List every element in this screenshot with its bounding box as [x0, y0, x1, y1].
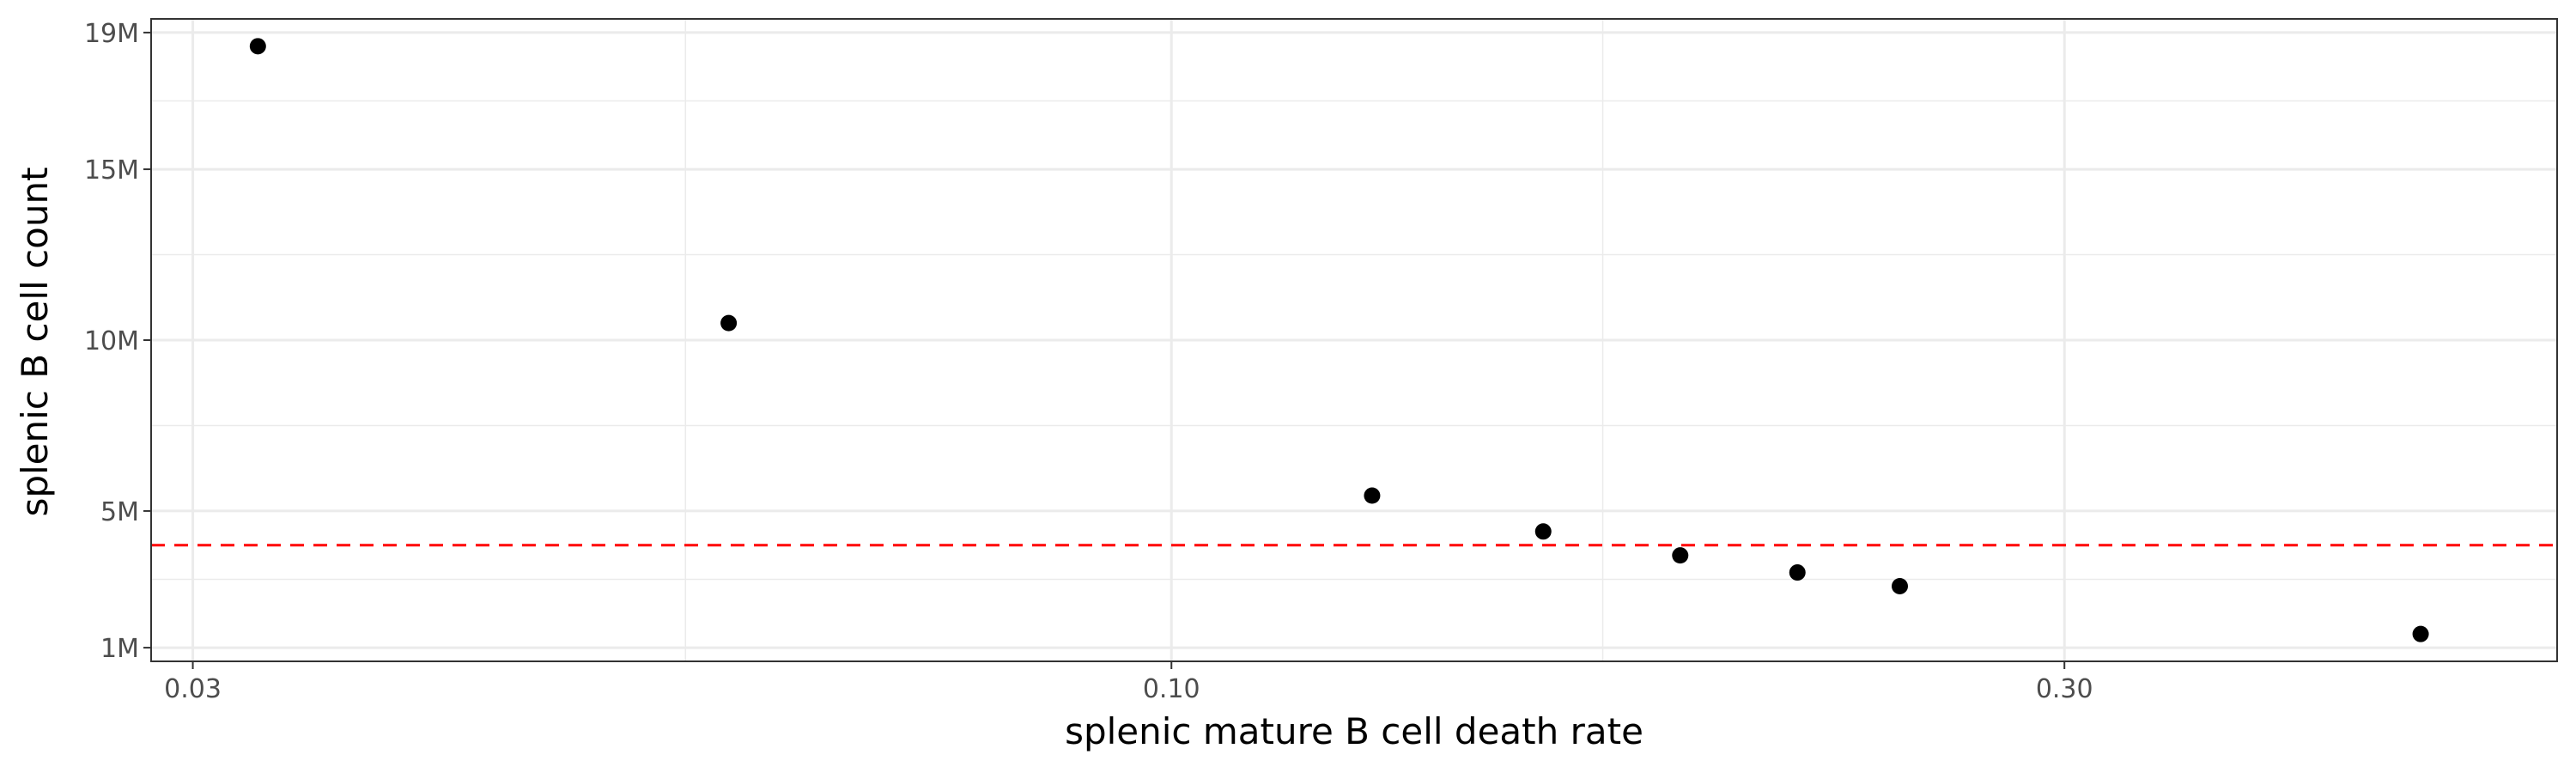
y-tick-label: 19M: [84, 19, 139, 49]
x-axis-ticks: 0.03 0.10 0.30: [164, 661, 2093, 704]
x-tick-label: 0.10: [1143, 674, 1200, 704]
y-tick-label: 1M: [100, 634, 139, 664]
x-tick-label: 0.03: [164, 674, 222, 704]
major-gridlines: [151, 19, 2557, 661]
data-point: [1364, 487, 1381, 504]
y-axis-ticks: 1M 5M 10M 15M 19M: [84, 19, 151, 664]
data-point: [1892, 577, 1909, 594]
data-point: [249, 38, 266, 55]
data-point: [720, 314, 738, 332]
minor-gridlines: [151, 19, 2557, 661]
x-axis-title: splenic mature B cell death rate: [1065, 710, 1643, 752]
y-tick-label: 5M: [100, 497, 139, 527]
data-point: [1672, 547, 1689, 564]
y-axis-title: splenic B cell count: [14, 167, 56, 516]
y-tick-label: 15M: [84, 155, 139, 186]
data-points: [249, 38, 2429, 642]
y-tick-label: 10M: [84, 326, 139, 356]
x-tick-label: 0.30: [2036, 674, 2093, 704]
data-point: [1789, 564, 1806, 581]
data-point: [1534, 523, 1552, 540]
data-point: [2412, 625, 2429, 642]
